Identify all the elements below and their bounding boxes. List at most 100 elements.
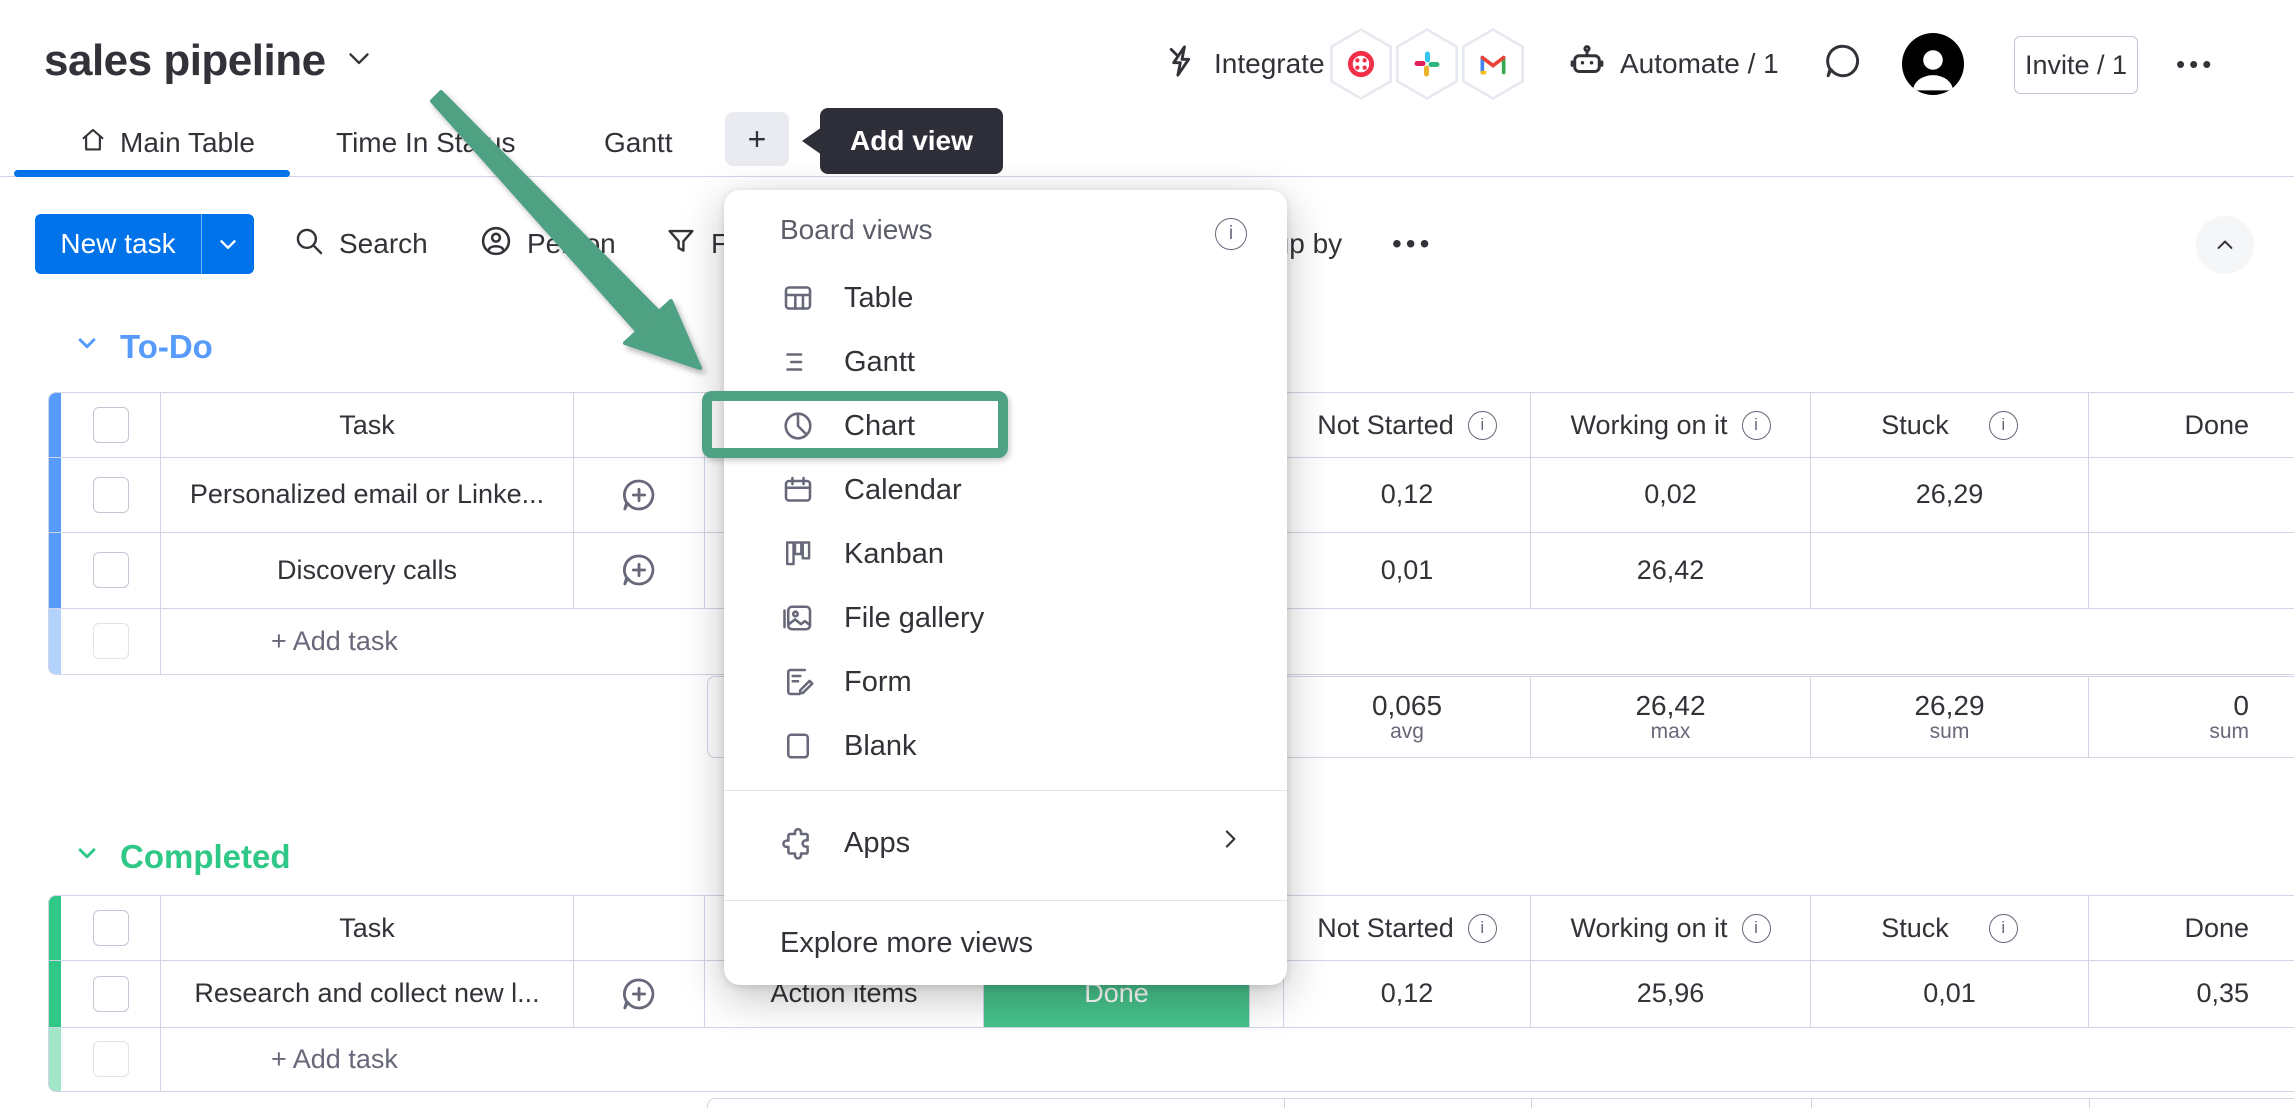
number-cell[interactable]: 0,12 bbox=[1284, 457, 1531, 532]
board-title[interactable]: sales pipeline bbox=[44, 36, 326, 85]
column-header-working-on-it[interactable]: Working on it bbox=[1531, 393, 1811, 457]
summary-stuck: 26,29 sum bbox=[1811, 677, 2089, 757]
menu-item-chart[interactable]: Chart bbox=[738, 394, 1273, 458]
add-conversation-button[interactable] bbox=[574, 532, 705, 608]
add-view-button[interactable]: + bbox=[725, 112, 789, 166]
tab-main-table[interactable]: Main Table bbox=[78, 110, 255, 176]
tab-time-in-status-label: Time In Status bbox=[336, 127, 516, 158]
menu-title: Board views bbox=[780, 214, 933, 245]
task-name-cell[interactable]: Discovery calls bbox=[161, 532, 574, 608]
board-views-menu: Board views Table Gantt Chart Calendar K… bbox=[724, 190, 1287, 985]
column-header-task[interactable]: Task bbox=[161, 393, 574, 457]
summary-not-started: 0,065 avg bbox=[1284, 677, 1531, 757]
number-cell[interactable] bbox=[2089, 532, 2294, 608]
menu-item-kanban[interactable]: Kanban bbox=[738, 522, 1273, 586]
column-header-done[interactable]: Done bbox=[2184, 409, 2249, 440]
new-task-label: New task bbox=[60, 228, 176, 259]
group-color-bar-fade bbox=[49, 608, 61, 674]
row-checkbox bbox=[92, 623, 129, 659]
number-cell[interactable]: 25,96 bbox=[1531, 960, 1811, 1027]
column-header-done[interactable]: Done bbox=[2184, 912, 2249, 943]
group-collapse-chevron-icon[interactable] bbox=[72, 838, 102, 876]
new-task-dropdown-button[interactable] bbox=[201, 214, 254, 274]
menu-item-calendar[interactable]: Calendar bbox=[738, 458, 1273, 522]
row-checkbox[interactable] bbox=[92, 552, 129, 588]
toolbar-more-button[interactable]: ••• bbox=[1392, 214, 1433, 274]
twilio-badge[interactable] bbox=[1329, 28, 1393, 100]
column-header-stuck[interactable]: Stuck bbox=[1811, 896, 2089, 960]
info-icon[interactable] bbox=[1467, 410, 1497, 440]
number-cell[interactable] bbox=[1811, 532, 2089, 608]
kanban-icon bbox=[785, 541, 811, 566]
menu-item-file-gallery[interactable]: File gallery bbox=[738, 586, 1273, 650]
column-header-stuck[interactable]: Stuck bbox=[1811, 393, 2089, 457]
gmail-badge[interactable] bbox=[1461, 28, 1525, 100]
apps-puzzle-icon bbox=[782, 828, 809, 860]
board-more-options-button[interactable]: ••• bbox=[2176, 0, 2215, 128]
info-icon[interactable] bbox=[1215, 218, 1247, 250]
add-task-label[interactable]: + Add task bbox=[271, 1043, 398, 1074]
add-conversation-button[interactable] bbox=[574, 960, 705, 1027]
column-header-task[interactable]: Task bbox=[161, 896, 574, 960]
updates-button[interactable] bbox=[1822, 0, 1864, 128]
add-task-label[interactable]: + Add task bbox=[271, 625, 398, 656]
add-conversation-button[interactable] bbox=[574, 457, 705, 532]
menu-item-blank[interactable]: Blank bbox=[738, 714, 1273, 778]
integration-badges[interactable] bbox=[1328, 0, 1526, 128]
number-cell[interactable] bbox=[2089, 457, 2294, 532]
new-task-button[interactable]: New task bbox=[35, 214, 201, 274]
person-filter-button[interactable]: Person bbox=[478, 214, 616, 274]
task-name-cell[interactable]: Personalized email or Linke... bbox=[161, 457, 574, 532]
menu-item-form[interactable]: Form bbox=[738, 650, 1273, 714]
group-color-bar bbox=[49, 393, 61, 674]
number-cell[interactable]: 0,12 bbox=[1284, 960, 1531, 1027]
column-header-working-on-it[interactable]: Working on it bbox=[1531, 896, 1811, 960]
number-cell[interactable]: 0,35 bbox=[2196, 978, 2249, 1008]
menu-item-gantt[interactable]: Gantt bbox=[738, 330, 1273, 394]
collapse-header-button[interactable] bbox=[2196, 216, 2254, 274]
search-button[interactable]: Search bbox=[292, 214, 428, 274]
info-icon[interactable] bbox=[1741, 410, 1771, 440]
invite-button[interactable]: Invite / 1 bbox=[2014, 36, 2138, 94]
number-cell[interactable]: 26,42 bbox=[1531, 532, 1811, 608]
group-title[interactable]: Completed bbox=[120, 838, 291, 875]
board-title-chevron-icon[interactable] bbox=[342, 36, 376, 86]
number-cell[interactable]: 26,29 bbox=[1811, 457, 2089, 532]
column-header-not-started[interactable]: Not Started bbox=[1284, 393, 1531, 457]
integrate-button[interactable]: Integrate bbox=[1162, 0, 1325, 128]
slack-badge[interactable] bbox=[1395, 28, 1459, 100]
menu-item-table[interactable]: Table bbox=[738, 266, 1273, 330]
search-label: Search bbox=[339, 228, 428, 259]
integrate-label: Integrate bbox=[1214, 48, 1325, 79]
add-task-row[interactable]: + Add task bbox=[49, 608, 2294, 674]
row-checkbox[interactable] bbox=[92, 476, 129, 513]
info-icon[interactable] bbox=[1988, 410, 2018, 440]
number-cell[interactable]: 0,01 bbox=[1284, 532, 1531, 608]
info-icon[interactable] bbox=[1988, 913, 2018, 943]
automate-button[interactable]: Automate / 1 bbox=[1566, 0, 1779, 128]
blank-icon bbox=[786, 733, 810, 759]
menu-item-apps[interactable]: Apps bbox=[738, 811, 1273, 875]
tabbar-divider bbox=[0, 176, 2294, 177]
row-checkbox[interactable] bbox=[92, 975, 129, 1012]
menu-divider bbox=[724, 900, 1287, 901]
robot-icon bbox=[1566, 40, 1608, 89]
info-icon[interactable] bbox=[1467, 913, 1497, 943]
table-header-row: Task Not Started Working on it Stuck Don… bbox=[49, 393, 2294, 458]
number-cell[interactable]: 0,02 bbox=[1531, 457, 1811, 532]
speech-bubble-plus-icon bbox=[622, 479, 655, 510]
column-header-not-started[interactable]: Not Started bbox=[1284, 896, 1531, 960]
tab-gantt[interactable]: Gantt bbox=[604, 110, 672, 176]
select-all-checkbox[interactable] bbox=[92, 910, 129, 946]
select-all-checkbox[interactable] bbox=[92, 407, 129, 443]
user-avatar[interactable] bbox=[1902, 33, 1964, 95]
group-collapse-chevron-icon[interactable] bbox=[72, 328, 102, 366]
menu-item-explore-more-views[interactable]: Explore more views bbox=[780, 926, 1034, 959]
add-task-row[interactable]: + Add task bbox=[49, 1027, 2294, 1091]
chevron-down-icon bbox=[220, 240, 236, 249]
task-name-cell[interactable]: Research and collect new l... bbox=[161, 960, 574, 1027]
info-icon[interactable] bbox=[1741, 913, 1771, 943]
group-title[interactable]: To-Do bbox=[120, 328, 213, 365]
tab-time-in-status[interactable]: Time In Status bbox=[336, 110, 515, 176]
number-cell[interactable]: 0,01 bbox=[1811, 960, 2089, 1027]
